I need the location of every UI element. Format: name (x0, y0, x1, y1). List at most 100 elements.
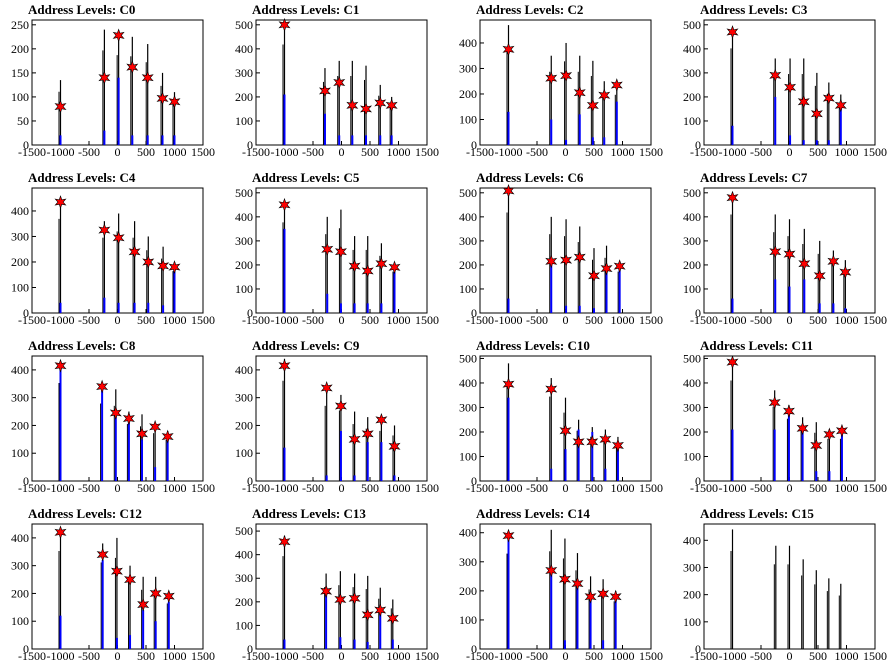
level-marker (386, 611, 399, 626)
histogram-fill (563, 640, 566, 649)
x-tick-label: -1000 (719, 481, 747, 495)
x-tick-label: 1000 (835, 481, 859, 495)
y-tick-label: 0 (471, 642, 477, 656)
histogram-fill (577, 429, 580, 481)
y-tick-label: 300 (683, 560, 701, 574)
histogram-fill (604, 468, 607, 481)
histogram-fill (615, 101, 618, 145)
x-tick-label: -500 (78, 481, 100, 495)
x-tick-label: -500 (526, 481, 548, 495)
y-tick-label: 100 (11, 446, 29, 460)
histogram-fill (103, 130, 106, 145)
level-marker (361, 426, 374, 441)
chart-panel: Address Levels: C4 0 100 200 300 400 -1500 -100… (0, 168, 224, 336)
histogram-fill (789, 135, 792, 145)
level-marker (769, 244, 782, 259)
chart-svg: Address Levels: C10 0 100 200 300 400 500 -1500… (459, 338, 663, 495)
histogram-fill (839, 106, 842, 145)
level-marker (388, 260, 401, 275)
chart-title: Address Levels: C11 (700, 338, 813, 353)
histogram-fill (803, 279, 806, 313)
y-tick-label: 0 (247, 642, 253, 656)
x-tick-label: 500 (137, 481, 155, 495)
histogram-fill (167, 601, 170, 649)
y-tick-label: 200 (683, 258, 701, 272)
y-tick-label: 0 (247, 138, 253, 152)
x-tick-label: -500 (302, 313, 324, 327)
y-tick-label: 250 (11, 18, 29, 32)
level-marker (559, 423, 572, 438)
level-marker (122, 411, 135, 426)
histogram-fill (117, 77, 120, 145)
x-tick-label: -500 (750, 649, 772, 663)
level-marker (333, 75, 346, 90)
x-tick-label: 0 (339, 313, 345, 327)
x-tick-label: -1000 (271, 313, 299, 327)
y-tick-label: 0 (471, 306, 477, 320)
x-tick-label: 500 (585, 145, 603, 159)
histogram-fill (578, 305, 581, 313)
level-marker (161, 429, 174, 444)
y-tick-label: 400 (683, 210, 701, 224)
y-tick-label: 300 (11, 229, 29, 243)
histogram-fill (141, 439, 144, 481)
x-tick-label: 1000 (611, 145, 635, 159)
chart-svg: Address Levels: C0 0 50 100 150 200 250 -1500 -1… (11, 2, 215, 159)
y-tick-label: 200 (683, 425, 701, 439)
level-marker (360, 102, 373, 116)
x-tick-label: 500 (361, 145, 379, 159)
y-tick-label: 400 (683, 42, 701, 56)
level-marker (98, 223, 111, 238)
x-tick-label: 1500 (415, 481, 439, 495)
chart-svg: Address Levels: C70100200300400500-1500-… (683, 170, 887, 327)
level-marker (502, 183, 515, 198)
chart-title: Address Levels: C2 (476, 2, 583, 17)
level-marker (558, 572, 571, 587)
histogram-fill (339, 303, 342, 313)
level-marker (96, 379, 109, 394)
x-tick-label: 1500 (863, 481, 887, 495)
chart-svg: Address Levels: C12 0 100 200 300 400 -1500 -10… (11, 506, 215, 663)
level-marker (348, 432, 361, 447)
histogram-fill (614, 599, 617, 649)
histogram-fill (339, 431, 342, 481)
y-tick-label: 0 (23, 138, 29, 152)
histogram-fill (366, 442, 369, 481)
x-tick-label: 1000 (387, 313, 411, 327)
chart-title: Address Levels: C14 (476, 506, 590, 521)
y-tick-label: 150 (11, 66, 29, 80)
chart-panel: Address Levels: C5 0 100 200 300 400 500 -1500-… (224, 168, 448, 336)
chart-title: Address Levels: C5 (252, 170, 360, 185)
y-tick-label: 200 (235, 418, 253, 432)
histogram-fill (550, 468, 553, 481)
x-tick-label: -1500 (466, 481, 494, 495)
level-marker (385, 98, 398, 113)
y-tick-label: 500 (459, 351, 477, 365)
x-tick-label: -1000 (271, 481, 299, 495)
level-marker (128, 244, 141, 259)
x-tick-label: 1000 (163, 649, 187, 663)
level-marker (599, 432, 612, 447)
y-tick-label: 200 (11, 586, 29, 600)
x-tick-label: 0 (115, 313, 121, 327)
y-tick-label: 300 (459, 234, 477, 248)
level-marker (126, 60, 139, 75)
histogram-fill (391, 639, 394, 649)
level-marker (611, 438, 624, 453)
histogram-fill (129, 635, 132, 649)
histogram-fill (103, 297, 106, 313)
x-tick-label: -1000 (47, 481, 75, 495)
histogram-fill (127, 422, 130, 481)
histogram-fill (832, 303, 835, 313)
histogram-fill (603, 137, 606, 145)
histogram-fill (154, 621, 157, 649)
histogram-fill (605, 272, 608, 313)
level-marker (573, 250, 586, 265)
x-tick-label: 1000 (387, 649, 411, 663)
histogram-fill (326, 293, 329, 313)
level-marker (142, 255, 155, 269)
y-tick-label: 100 (459, 449, 477, 463)
x-tick-label: 1500 (863, 649, 887, 663)
level-marker (726, 25, 739, 39)
x-tick-label: 500 (137, 145, 155, 159)
